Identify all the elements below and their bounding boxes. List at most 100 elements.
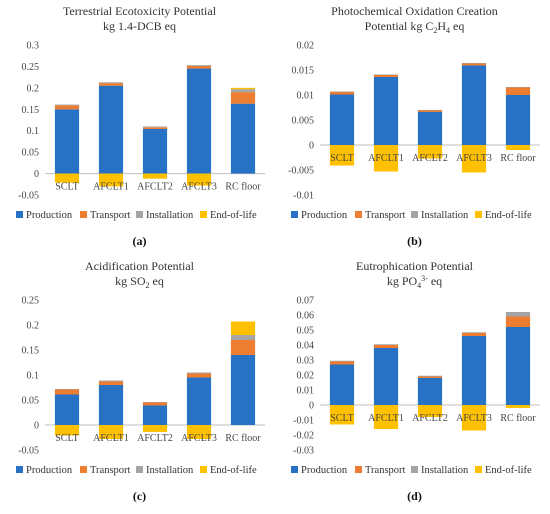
bar-end-of-life-rc-floor: [230, 321, 256, 335]
legend-swatch-transport: [355, 466, 362, 473]
chart-title-line-1: Photochemical Oxidation Creation: [331, 4, 498, 18]
bar-end-of-life-afclt2: [417, 145, 443, 159]
x-category-label: AFCLT3: [456, 413, 492, 424]
legend-label-transport: Transport: [90, 465, 131, 476]
chart-title-line-1: Eutrophication Potential: [356, 259, 474, 273]
chart-panel-b: Photochemical Oxidation Creation Potentia…: [275, 0, 550, 255]
legend-swatch-installation: [411, 466, 418, 473]
bar-production-afclt1: [98, 85, 124, 174]
x-category-label: AFCLT2: [412, 153, 448, 164]
y-tick-label: 0.1: [27, 126, 40, 137]
y-tick-label: 0: [309, 141, 314, 152]
y-tick-label: 0.03: [297, 356, 315, 367]
bar-installation-afclt3: [186, 65, 212, 66]
legend-swatch-end-of-life: [475, 466, 482, 473]
chart-title-line-2: Potential kg C2H4 eq: [365, 19, 465, 35]
y-tick-label: -0.03: [293, 446, 314, 457]
y-tick-label: 0.15: [22, 105, 40, 116]
y-tick-label: -0.005: [288, 166, 314, 177]
y-tick-label: 0.05: [297, 326, 315, 337]
x-category-label: SCLT: [330, 413, 354, 424]
bar-installation-rc-floor: [505, 87, 531, 88]
chart-title-line-1: Terrestrial Ecotoxicity Potential: [63, 4, 217, 18]
x-category-label: RC floor: [500, 153, 536, 164]
bar-transport-afclt2: [417, 376, 443, 378]
x-category-label: AFCLT3: [181, 433, 217, 444]
bar-transport-afclt1: [373, 345, 399, 348]
legend-label-installation: Installation: [421, 465, 469, 476]
panel-label: (d): [407, 489, 422, 503]
x-category-label: RC floor: [225, 182, 261, 193]
legend-label-transport: Transport: [90, 210, 131, 221]
bar-installation-rc-floor: [230, 89, 256, 93]
y-tick-label: -0.01: [293, 416, 314, 427]
bar-end-of-life-afclt2: [142, 425, 168, 432]
legend-label-end-of-life: End-of-life: [485, 210, 532, 221]
bar-production-sclt: [54, 394, 80, 425]
legend-swatch-transport: [80, 466, 87, 473]
legend-label-production: Production: [26, 465, 73, 476]
x-category-label: AFCLT2: [412, 413, 448, 424]
bar-production-sclt: [329, 94, 355, 145]
legend-swatch-end-of-life: [200, 211, 207, 218]
legend-swatch-production: [16, 466, 23, 473]
bar-production-sclt: [329, 364, 355, 405]
bar-installation-afclt1: [98, 380, 124, 382]
bar-production-afclt2: [142, 405, 168, 425]
bar-installation-afclt1: [98, 82, 124, 84]
bar-installation-afclt2: [142, 126, 168, 128]
x-category-label: RC floor: [500, 413, 536, 424]
y-tick-label: 0.15: [22, 346, 40, 357]
bar-transport-afclt2: [142, 127, 168, 129]
bar-end-of-life-afclt3: [461, 405, 487, 431]
x-category-label: SCLT: [55, 182, 79, 193]
bar-transport-rc-floor: [230, 340, 256, 355]
bar-transport-rc-floor: [505, 316, 531, 327]
legend-label-end-of-life: End-of-life: [485, 465, 532, 476]
bar-transport-afclt2: [142, 402, 168, 406]
legend-label-transport: Transport: [365, 210, 406, 221]
bar-production-afclt3: [186, 377, 212, 425]
bar-end-of-life-afclt3: [186, 425, 212, 439]
bar-installation-sclt: [54, 389, 80, 390]
x-category-label: AFCLT1: [368, 413, 404, 424]
legend-swatch-end-of-life: [475, 211, 482, 218]
y-tick-label: 0.3: [27, 41, 40, 52]
bar-installation-afclt1: [373, 74, 399, 75]
legend-swatch-installation: [136, 211, 143, 218]
x-category-label: AFCLT1: [93, 433, 129, 444]
y-tick-label: -0.05: [18, 191, 39, 202]
panel-label: (b): [407, 234, 422, 248]
bar-transport-afclt1: [373, 75, 399, 77]
bar-transport-afclt3: [461, 333, 487, 336]
y-tick-label: 0.25: [22, 62, 40, 73]
bar-production-rc-floor: [505, 327, 531, 405]
bar-transport-sclt: [329, 361, 355, 365]
y-tick-label: 0: [309, 401, 314, 412]
y-tick-label: 0.01: [297, 91, 315, 102]
x-category-label: RC floor: [225, 433, 261, 444]
y-tick-label: 0.2: [27, 83, 40, 94]
y-tick-label: 0.01: [297, 386, 315, 397]
bar-end-of-life-afclt1: [373, 145, 399, 172]
y-tick-label: -0.02: [293, 431, 314, 442]
x-category-label: AFCLT3: [181, 182, 217, 193]
bar-transport-sclt: [329, 92, 355, 95]
bar-end-of-life-afclt2: [142, 173, 168, 179]
x-category-label: AFCLT2: [137, 433, 173, 444]
bar-end-of-life-sclt: [329, 145, 355, 166]
y-tick-label: 0.07: [297, 296, 315, 307]
y-tick-label: 0.02: [297, 371, 315, 382]
x-category-label: AFCLT1: [93, 182, 129, 193]
x-category-label: SCLT: [330, 153, 354, 164]
y-tick-label: -0.01: [293, 191, 314, 202]
legend-swatch-production: [291, 211, 298, 218]
x-category-label: AFCLT3: [456, 153, 492, 164]
panel-label: (a): [133, 234, 147, 248]
y-tick-label: -0.05: [18, 446, 39, 457]
bar-transport-rc-floor: [505, 87, 531, 95]
bar-transport-afclt3: [186, 373, 212, 378]
bar-end-of-life-rc-floor: [505, 405, 531, 408]
bar-installation-afclt1: [373, 344, 399, 345]
